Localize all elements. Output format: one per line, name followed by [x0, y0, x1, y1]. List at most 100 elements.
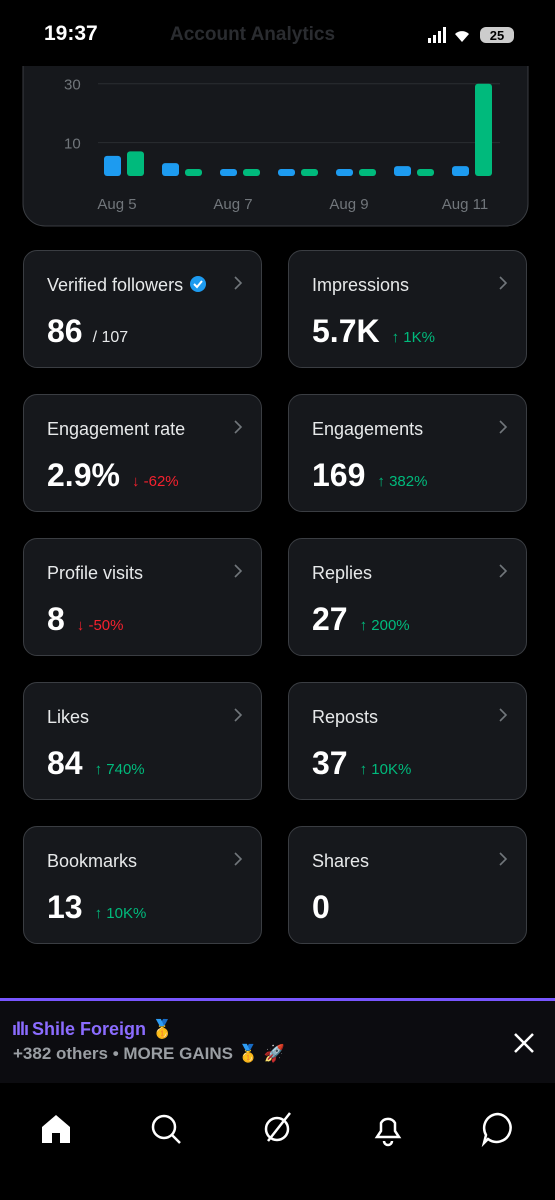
bar [243, 169, 260, 176]
metric-label: Bookmarks [47, 851, 137, 872]
y-tick-label: 30 [64, 77, 81, 94]
home-icon[interactable] [42, 1115, 70, 1143]
metric-value-text: 13 [47, 889, 83, 925]
metric-label-text: Impressions [312, 275, 410, 295]
metric-card[interactable]: Engagement rate 2.9% ↓ -62% [23, 394, 262, 512]
metric-label: Verified followers [47, 275, 207, 296]
metric-value-text: 0 [312, 889, 330, 925]
metric-card[interactable]: Likes 84 ↑ 740% [23, 682, 262, 800]
metric-value: 27 ↑ 200% [312, 601, 410, 638]
metric-change: ↑ 382% [377, 473, 427, 490]
bottom-nav [0, 1083, 555, 1200]
chevron [233, 563, 243, 584]
bar [417, 169, 434, 176]
change-text: 1K% [403, 329, 435, 346]
metric-value-text: 5.7K [312, 313, 380, 349]
metric-change: ↑ 740% [95, 761, 145, 778]
bar [162, 163, 179, 176]
chevron [498, 563, 508, 584]
metric-value: 5.7K ↑ 1K% [312, 313, 435, 350]
metric-card[interactable]: Shares 0 [288, 826, 527, 944]
metric-card[interactable]: Engagements 169 ↑ 382% [288, 394, 527, 512]
change-arrow: ↑ [377, 473, 390, 490]
metric-card[interactable]: Impressions 5.7K ↑ 1K% [288, 250, 527, 368]
metric-change: ↑ 10K% [95, 905, 147, 922]
metric-value: 86 / 107 [47, 313, 128, 350]
metric-label-text: Profile visits [47, 563, 144, 583]
metric-label-text: Shares [312, 851, 370, 871]
y-tick-label: 10 [64, 136, 81, 153]
chevron [233, 707, 243, 728]
metric-change: ↑ 200% [360, 617, 410, 634]
metric-change: ↓ -62% [132, 473, 179, 490]
bar [394, 166, 411, 176]
metric-label: Replies [312, 563, 372, 584]
metric-change: ↑ 10K% [360, 761, 412, 778]
chevron [233, 419, 243, 440]
metric-value: 37 ↑ 10K% [312, 745, 411, 782]
chevron [233, 851, 243, 872]
change-arrow: ↑ [94, 761, 107, 778]
metric-label: Engagement rate [47, 419, 185, 440]
metric-change: ↓ -50% [77, 617, 124, 634]
metric-value-text: 169 [312, 457, 366, 493]
close-button[interactable] [512, 1031, 536, 1055]
battery: 25 [490, 28, 504, 43]
bar [220, 169, 237, 176]
chevron [233, 275, 243, 296]
metric-card[interactable]: Verified followers 86 / 107 [23, 250, 262, 368]
metric-total: / 107 [92, 329, 129, 346]
chevron [498, 707, 508, 728]
metric-value: 8 ↓ -50% [47, 601, 124, 638]
change-arrow: ↑ [94, 905, 107, 922]
change-arrow: ↓ [131, 473, 144, 490]
change-arrow: ↑ [391, 329, 404, 346]
metric-label-text: Replies [312, 563, 373, 583]
metric-value: 0 [312, 889, 330, 926]
metric-change: ↑ 1K% [392, 329, 435, 346]
promo-name: ıllı Shile Foreign 🥇 [12, 1019, 174, 1039]
metric-card[interactable]: Bookmarks 13 ↑ 10K% [23, 826, 262, 944]
chevron [498, 419, 508, 440]
change-arrow: ↓ [76, 617, 89, 634]
metric-value: 84 ↑ 740% [47, 745, 145, 782]
chevron [498, 275, 508, 296]
promo-name-text: Shile Foreign 🥇 [32, 1019, 174, 1039]
metric-value-text: 2.9% [47, 457, 120, 493]
x-tick-label: Aug 9 [329, 196, 368, 213]
change-text: 200% [371, 617, 410, 634]
metric-label-text: Reposts [312, 707, 379, 727]
change-arrow: ↑ [359, 761, 372, 778]
search-icon[interactable] [151, 1114, 177, 1140]
metric-label-text: Verified followers [47, 275, 184, 295]
metric-label: Profile visits [47, 563, 143, 584]
bar [127, 151, 144, 176]
bar [359, 169, 376, 176]
metric-value-text: 8 [47, 601, 65, 637]
change-text: -62% [143, 473, 179, 490]
bar [475, 83, 492, 176]
promo-divider [0, 998, 555, 1001]
grok-icon[interactable] [264, 1116, 290, 1142]
metric-value-text: 86 [47, 313, 83, 349]
bar [452, 166, 469, 176]
change-text: -50% [88, 617, 124, 634]
metric-value: 169 ↑ 382% [312, 457, 427, 494]
metric-label: Impressions [312, 275, 409, 296]
x-tick-label: Aug 11 [442, 196, 488, 213]
bar [104, 155, 121, 176]
bar [278, 169, 295, 176]
change-text: 10K% [371, 761, 412, 778]
promo-bar: ıllı Shile Foreign 🥇 +382 others • MORE … [0, 1001, 555, 1083]
chevron [498, 851, 508, 872]
metric-label: Reposts [312, 707, 378, 728]
metric-card[interactable]: Profile visits 8 ↓ -50% [23, 538, 262, 656]
metric-value: 2.9% ↓ -62% [47, 457, 179, 494]
messages-icon[interactable] [481, 1112, 512, 1148]
verified-badge [183, 275, 207, 295]
metric-card[interactable]: Replies 27 ↑ 200% [288, 538, 527, 656]
metric-value-text: 37 [312, 745, 348, 781]
metric-card[interactable]: Reposts 37 ↑ 10K% [288, 682, 527, 800]
metric-label-text: Engagement rate [47, 419, 186, 439]
notifications-icon[interactable] [374, 1117, 402, 1147]
